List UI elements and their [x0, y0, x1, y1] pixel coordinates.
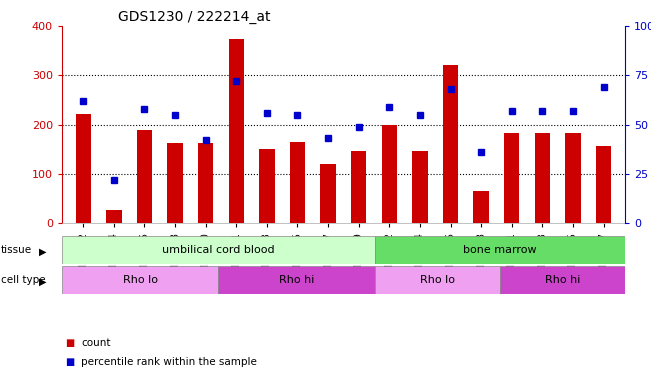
Bar [381, 124, 397, 223]
Bar [167, 143, 183, 223]
Bar [412, 151, 428, 223]
Bar [443, 64, 458, 223]
Bar [62, 236, 375, 264]
Bar [62, 266, 218, 294]
Bar [229, 39, 244, 223]
Bar [500, 266, 625, 294]
Bar [375, 236, 625, 264]
Text: ■: ■ [65, 338, 74, 348]
Bar [76, 114, 91, 223]
Bar [473, 191, 489, 223]
Text: ▶: ▶ [39, 247, 47, 257]
Bar [106, 210, 122, 223]
Text: Rho lo: Rho lo [122, 275, 158, 285]
Bar [351, 151, 367, 223]
Text: Rho hi: Rho hi [545, 275, 580, 285]
Bar [290, 142, 305, 223]
Text: bone marrow: bone marrow [463, 245, 536, 255]
Text: ■: ■ [65, 357, 74, 367]
Bar [218, 266, 375, 294]
Text: Rho hi: Rho hi [279, 275, 314, 285]
Bar [565, 133, 581, 223]
Bar [375, 266, 500, 294]
Text: cell type: cell type [1, 275, 46, 285]
Text: Rho lo: Rho lo [420, 275, 455, 285]
Text: tissue: tissue [1, 245, 32, 255]
Text: umbilical cord blood: umbilical cord blood [162, 245, 275, 255]
Bar [534, 133, 550, 223]
Text: ▶: ▶ [39, 277, 47, 287]
Bar [320, 164, 336, 223]
Text: count: count [81, 338, 111, 348]
Bar [504, 133, 519, 223]
Bar [596, 146, 611, 223]
Bar [259, 149, 275, 223]
Text: percentile rank within the sample: percentile rank within the sample [81, 357, 257, 367]
Bar [198, 143, 214, 223]
Text: GDS1230 / 222214_at: GDS1230 / 222214_at [118, 10, 271, 24]
Bar [137, 130, 152, 223]
